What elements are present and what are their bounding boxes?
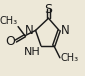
Text: NH: NH: [23, 47, 40, 57]
Text: O: O: [5, 35, 15, 48]
Text: S: S: [44, 3, 53, 16]
Text: N: N: [61, 24, 69, 37]
Text: CH₃: CH₃: [0, 16, 17, 26]
Text: N: N: [25, 24, 34, 37]
Text: CH₃: CH₃: [61, 53, 79, 63]
